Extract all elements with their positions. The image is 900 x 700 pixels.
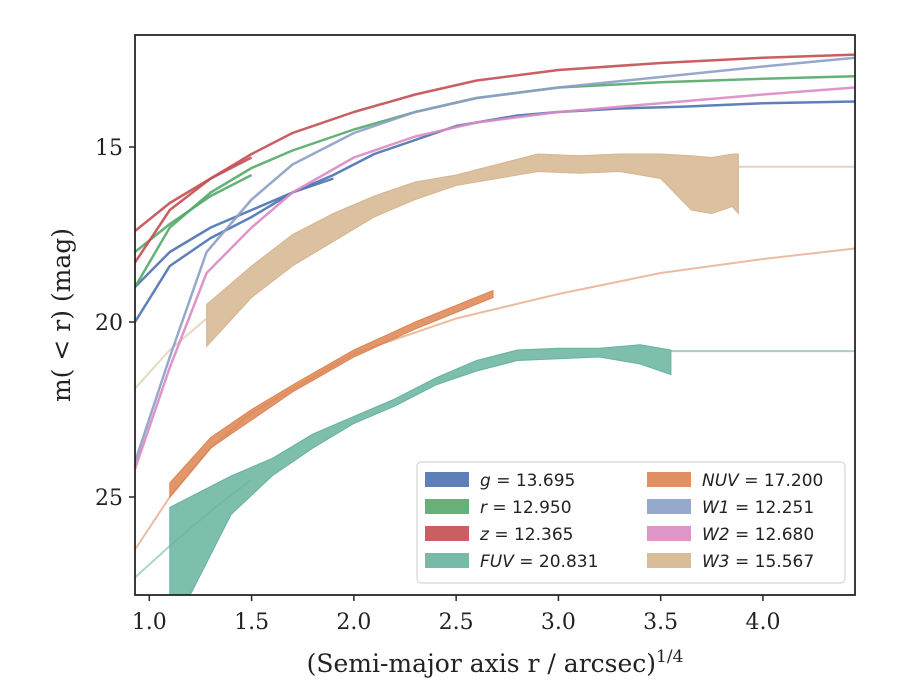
legend-series-name: W3 <box>702 552 730 572</box>
w3-band <box>206 153 739 348</box>
legend-series-value: = 13.695 <box>491 471 576 491</box>
y-tick-label: 15 <box>95 136 123 161</box>
legend-series-name: r <box>480 498 488 518</box>
legend-series-value: = 15.567 <box>730 552 815 572</box>
w1-curve-1 <box>135 56 855 463</box>
nuv-band <box>169 289 494 499</box>
r-curve-1 <box>135 75 855 288</box>
legend-label-w2: W2 = 12.680 <box>702 525 814 545</box>
legend-swatch-r <box>425 499 469 514</box>
x-tick-label: 4.0 <box>745 610 780 635</box>
x-tick-label: 3.5 <box>643 610 678 635</box>
legend-series-value: = 17.200 <box>739 471 824 491</box>
legend-series-value: = 12.950 <box>487 498 572 518</box>
y-axis-label: m( < r) (mag) <box>47 228 76 402</box>
legend-swatch-w2 <box>647 526 691 541</box>
legend-series-name: g <box>480 471 491 491</box>
plot-area <box>135 53 855 595</box>
legend-series-value: = 12.680 <box>730 525 815 545</box>
legend-series-name: NUV <box>702 471 740 491</box>
legend-label-w3: W3 = 15.567 <box>702 552 814 572</box>
legend-swatch-w3 <box>647 553 691 568</box>
legend-label-r: r = 12.950 <box>480 498 572 518</box>
x-tick-label: 3.0 <box>541 610 576 635</box>
legend-series-value: = 12.251 <box>730 498 815 518</box>
legend-label-fuv: FUV = 20.831 <box>480 552 598 572</box>
w2-curve-1 <box>135 86 855 470</box>
x-tick-label: 1.5 <box>234 610 269 635</box>
legend-series-name: W1 <box>702 498 730 518</box>
legend-label-g: g = 13.695 <box>480 471 575 491</box>
legend-swatch-w1 <box>647 499 691 514</box>
y-tick-label: 25 <box>95 486 123 511</box>
legend-series-name: z <box>479 525 490 545</box>
legend-swatch-z <box>425 526 469 541</box>
legend-label-z: z = 12.365 <box>479 525 573 545</box>
x-axis-label-superscript: 1/4 <box>656 647 683 667</box>
legend-series-name: FUV <box>480 552 515 572</box>
legend-series-value: = 20.831 <box>514 552 599 572</box>
legend-series-value: = 12.365 <box>489 525 574 545</box>
y-axis: 15 20 25 <box>95 136 135 511</box>
x-axis: 1.0 1.5 2.0 2.5 3.0 3.5 4.0 <box>132 595 780 635</box>
legend-label-w1: W1 = 12.251 <box>702 498 814 518</box>
x-tick-label: 2.5 <box>439 610 474 635</box>
legend-series-name: W2 <box>702 525 730 545</box>
x-tick-label: 1.0 <box>132 610 167 635</box>
legend-swatch-g <box>425 472 469 487</box>
x-axis-label-text: (Semi-major axis r / arcsec) <box>307 649 656 678</box>
legend-swatch-fuv <box>425 553 469 568</box>
w3-faint-curve <box>135 317 208 390</box>
fuv-band <box>169 344 672 595</box>
legend-swatch-nuv <box>647 472 691 487</box>
axes-frame <box>134 34 856 596</box>
z-curve-2 <box>135 156 253 232</box>
x-axis-label: (Semi-major axis r / arcsec)1/4 <box>307 647 684 678</box>
legend-label-nuv: NUV = 17.200 <box>702 471 823 491</box>
y-tick-label: 20 <box>95 311 123 336</box>
g-curve-2 <box>135 177 334 288</box>
legend-frame <box>416 461 846 584</box>
x-tick-label: 2.0 <box>336 610 371 635</box>
